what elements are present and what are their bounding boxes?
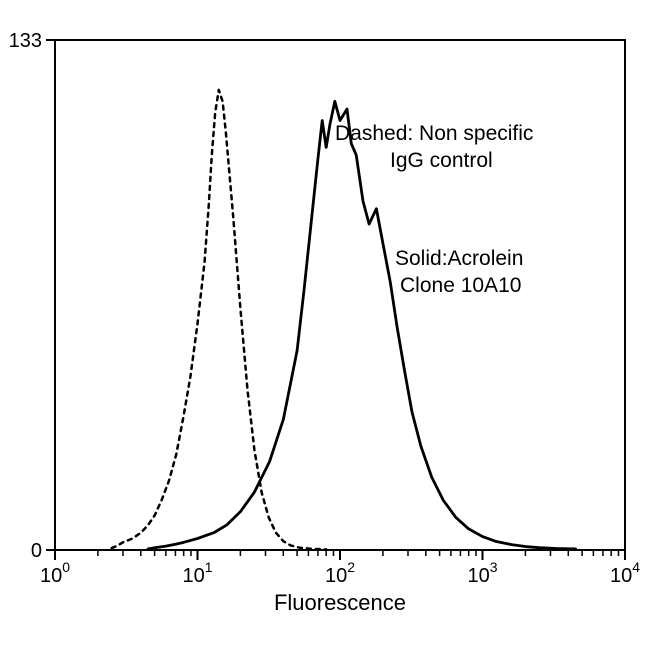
x-tick-label: 103 <box>467 559 497 587</box>
x-tick-label: 100 <box>40 559 70 587</box>
chart-svg: 100 101 102 103 104 Fluorescence 0 133 Dashed: N… <box>0 0 650 650</box>
flow-cytometry-chart: 100 101 102 103 104 Fluorescence 0 133 Dashed: N… <box>0 0 650 650</box>
annot-solid-1: Solid:Acrolein <box>395 247 523 270</box>
series-dashed-control <box>112 90 326 550</box>
y-tick-label: 0 <box>31 540 42 562</box>
annot-dashed-2: IgG control <box>390 149 493 172</box>
x-tick-label: 102 <box>325 559 355 587</box>
x-tick-label: 101 <box>182 559 212 587</box>
annot-dashed-1: Dashed: Non specific <box>335 122 533 145</box>
y-tick-label: 133 <box>9 30 42 52</box>
x-axis-label: Fluorescence <box>274 590 406 615</box>
annot-solid-2: Clone 10A10 <box>400 274 521 297</box>
x-tick-label: 104 <box>610 559 640 587</box>
